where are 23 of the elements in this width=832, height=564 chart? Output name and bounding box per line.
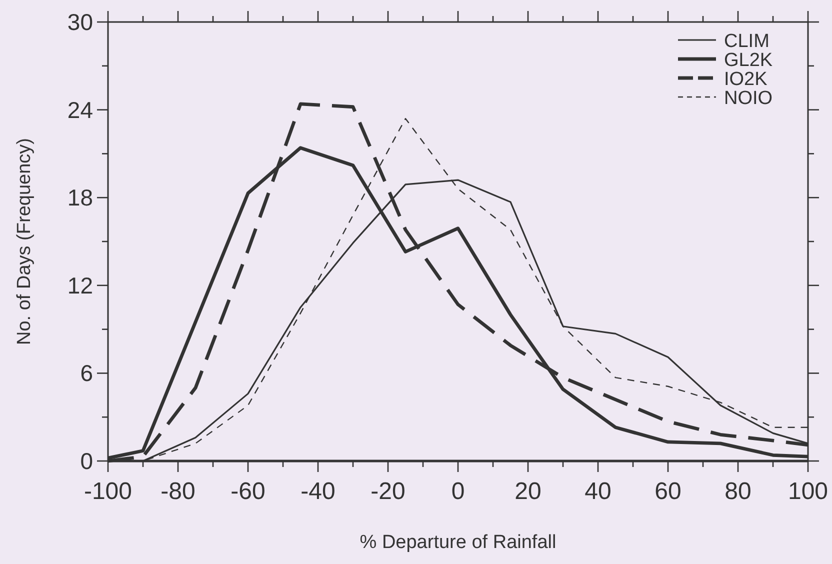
legend-label: GL2K [724, 50, 773, 71]
y-axis-title: No. of Days (Frequency) [14, 138, 35, 345]
x-tick-label: 80 [724, 478, 752, 505]
x-tick-label: -80 [160, 478, 196, 505]
x-tick-label: -100 [84, 478, 132, 505]
legend-label: CLIM [724, 31, 770, 52]
y-tick-label: 0 [80, 448, 93, 474]
x-tick-label: 40 [584, 478, 612, 505]
x-tick-label: 100 [788, 478, 828, 505]
x-tick-label: -60 [230, 478, 266, 505]
x-tick-label: -20 [370, 478, 406, 505]
legend-label: NOIO [724, 88, 773, 109]
x-tick-label: -40 [300, 478, 336, 505]
x-tick-label: 0 [451, 478, 465, 505]
y-tick-label: 30 [67, 9, 93, 35]
x-tick-label: 60 [654, 478, 682, 505]
x-tick-label: 20 [514, 478, 542, 505]
y-tick-label: 12 [67, 272, 93, 298]
y-tick-label: 6 [80, 360, 93, 386]
y-tick-label: 24 [67, 96, 94, 123]
x-axis-title: % Departure of Rainfall [360, 532, 556, 553]
legend-label: IO2K [724, 69, 768, 90]
y-tick-label: 18 [67, 184, 93, 211]
